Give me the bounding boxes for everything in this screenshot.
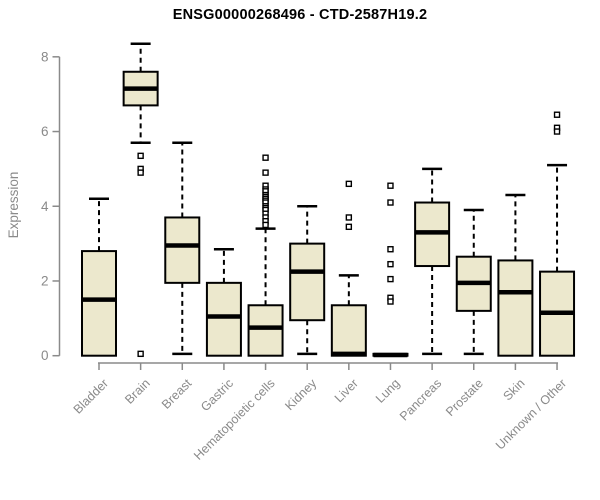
- x-tick-label-skin: Skin: [500, 376, 527, 403]
- outlier-point: [387, 182, 394, 189]
- outlier-point: [387, 199, 394, 206]
- box-group-breast: [164, 141, 201, 356]
- box-group-brain: [122, 42, 159, 358]
- outlier-point: [262, 221, 269, 229]
- box-group-hematopoietic-cells: [247, 154, 284, 357]
- iqr-box: [330, 304, 367, 357]
- outlier-point: [387, 298, 394, 305]
- outlier-point: [137, 169, 144, 176]
- outlier-point: [345, 180, 353, 188]
- x-tick-label-prostate: Prostate: [443, 376, 486, 419]
- outlier-point: [345, 223, 353, 231]
- outlier-point: [137, 152, 144, 160]
- iqr-box: [205, 281, 242, 357]
- outlier-point: [387, 260, 394, 268]
- y-tick-label: 0: [41, 348, 49, 363]
- iqr-box: [289, 242, 326, 322]
- outlier-point: [137, 350, 144, 358]
- iqr-box: [497, 259, 534, 357]
- y-tick-label: 8: [41, 49, 49, 64]
- box-group-liver: [330, 180, 367, 357]
- iqr-box: [247, 304, 284, 357]
- box-group-gastric: [205, 247, 242, 357]
- iqr-box: [164, 216, 201, 284]
- outlier-point: [553, 111, 561, 118]
- outlier-point: [262, 169, 269, 176]
- box-group-skin: [497, 193, 534, 357]
- box-group-unknown-other: [539, 111, 576, 357]
- iqr-box: [81, 250, 117, 357]
- y-tick-label: 6: [41, 124, 49, 139]
- x-tick-label-breast: Breast: [159, 376, 195, 412]
- x-tick-label-gastric: Gastric: [198, 376, 236, 414]
- box-group-kidney: [289, 205, 326, 356]
- x-tick-label-hematopoietic-cells: Hematopoietic cells: [191, 376, 278, 463]
- box-group-bladder: [81, 197, 117, 357]
- x-tick-label-lung: Lung: [373, 376, 403, 406]
- outlier-point: [262, 154, 269, 161]
- box-group-lung: [372, 182, 409, 358]
- box-group-pancreas: [414, 167, 451, 356]
- x-tick-label-kidney: Kidney: [282, 376, 319, 413]
- outlier-point: [553, 128, 561, 135]
- x-tick-label-brain: Brain: [122, 376, 153, 407]
- outlier-point: [345, 214, 353, 221]
- y-axis: 0 2 4 6 8: [41, 49, 61, 363]
- y-tick-label: 4: [41, 199, 49, 214]
- chart-title: ENSG00000268496 - CTD-2587H19.2: [172, 7, 428, 23]
- box-group-prostate: [455, 208, 492, 356]
- x-tick-label-liver: Liver: [332, 376, 361, 405]
- y-tick-label: 2: [41, 273, 49, 288]
- x-tick-label-pancreas: Pancreas: [397, 376, 444, 423]
- outlier-point: [387, 246, 394, 253]
- outlier-point: [387, 275, 394, 283]
- x-tick-label-bladder: Bladder: [71, 376, 111, 416]
- x-tick-label-unknown-other: Unknown / Other: [493, 376, 569, 452]
